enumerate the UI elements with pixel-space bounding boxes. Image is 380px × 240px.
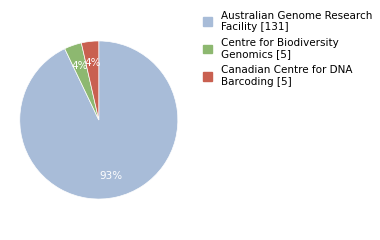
Wedge shape — [20, 41, 178, 199]
Text: 4%: 4% — [72, 61, 89, 71]
Legend: Australian Genome Research
Facility [131], Centre for Biodiversity
Genomics [5],: Australian Genome Research Facility [131… — [203, 11, 372, 87]
Wedge shape — [81, 41, 99, 120]
Wedge shape — [65, 43, 99, 120]
Text: 4%: 4% — [84, 59, 101, 68]
Text: 93%: 93% — [100, 170, 123, 180]
